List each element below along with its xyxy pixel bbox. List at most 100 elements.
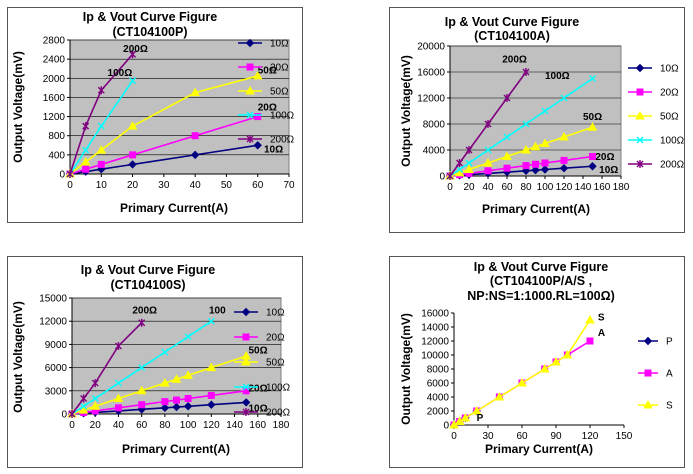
data-point (97, 165, 106, 174)
x-tick-label: 10 (96, 180, 108, 191)
data-point (207, 317, 215, 325)
data-point (114, 404, 122, 412)
x-tick-label: 0 (451, 431, 457, 442)
data-point (97, 122, 105, 130)
data-point (559, 163, 569, 173)
series-annotation: 50Ω (583, 112, 602, 123)
x-tick-label: 160 (249, 420, 266, 431)
data-point (540, 165, 550, 174)
y-tick-label: 0 (61, 410, 67, 421)
series-line (71, 390, 247, 415)
series-5 (68, 318, 146, 418)
series-annotation: 200Ω (123, 44, 148, 55)
data-point (68, 410, 76, 418)
x-tick-label: 80 (159, 420, 171, 431)
x-tick-label: 180 (273, 420, 290, 431)
legend-label: 20Ω (266, 333, 285, 344)
data-point (128, 160, 137, 169)
data-point (460, 412, 471, 422)
y-tick-label: 20000 (417, 42, 445, 53)
data-point (190, 150, 200, 160)
series-annotation: 10Ω (264, 144, 283, 155)
legend-label: 20Ω (270, 63, 289, 74)
legend-item: 50Ω (628, 110, 679, 123)
y-tick-label: 800 (48, 131, 65, 142)
legend-marker (643, 336, 653, 346)
legend-item: 200Ω (234, 408, 291, 419)
x-tick-label: 0 (447, 182, 453, 193)
x-tick-label: 140 (226, 420, 243, 431)
legend-item: 10Ω (238, 39, 289, 50)
data-point (190, 87, 201, 97)
y-tick-label: 12000 (39, 317, 67, 328)
series-line (69, 80, 134, 175)
data-point (91, 395, 99, 403)
data-point (252, 70, 263, 80)
y-axis-label: Output Voltage(mV) (399, 313, 413, 425)
legend-item: 20Ω (238, 63, 289, 74)
series-line (449, 165, 593, 177)
legend-item: 10Ω (628, 64, 679, 75)
series-annotation: 100 (209, 305, 226, 316)
series-3 (67, 350, 252, 418)
x-tick-label: 100 (537, 182, 554, 193)
x-tick-label: 60 (136, 420, 148, 431)
x-axis-label: Primary Current(A) (482, 202, 590, 216)
legend-marker (636, 136, 644, 144)
legend-label: P (666, 337, 673, 348)
data-point (540, 138, 550, 147)
y-tick-label: 12000 (421, 337, 449, 348)
x-tick-label: 20 (463, 182, 475, 193)
series-annotation: 20Ω (258, 102, 277, 113)
y-tick-label: 2000 (43, 74, 66, 85)
legend-item: 50Ω (238, 85, 289, 98)
legend-marker (636, 88, 644, 96)
legend-label: 100Ω (270, 111, 295, 122)
x-tick-label: 120 (556, 182, 573, 193)
plot-area (69, 39, 290, 175)
legend-marker (636, 160, 644, 168)
x-tick-label: 50 (221, 180, 233, 191)
x-tick-label: 30 (158, 180, 170, 191)
data-point (530, 141, 541, 151)
series-5 (446, 68, 530, 180)
series-line (449, 155, 593, 177)
series-annotation: 50Ω (258, 66, 277, 77)
y-tick-label: 8000 (427, 365, 450, 376)
data-point (80, 402, 88, 410)
series-annotation: 100Ω (108, 68, 133, 79)
data-point (446, 172, 454, 180)
data-point (66, 170, 74, 178)
legend-label: 100Ω (660, 136, 685, 147)
data-point (484, 167, 492, 175)
data-point (206, 362, 217, 372)
data-point (587, 122, 598, 131)
data-point (183, 402, 193, 411)
data-point (191, 132, 199, 140)
y-axis-label: Output Voltage(mV) (11, 301, 25, 413)
data-point (551, 356, 561, 366)
x-tick-label: 40 (113, 420, 125, 431)
x-tick-label: 120 (582, 431, 599, 442)
series-annotation: S (598, 313, 605, 324)
x-axis-label: Primary Current(A) (122, 442, 230, 456)
legend-marker (242, 408, 250, 416)
series-2 (68, 387, 250, 418)
data-point (136, 385, 147, 395)
y-axis-label: Output Voltage(mV) (399, 55, 413, 167)
data-point (160, 378, 170, 387)
series-3 (449, 314, 595, 429)
data-point (207, 391, 215, 399)
data-point (586, 337, 594, 345)
y-tick-label: 0 (443, 421, 449, 432)
data-point (184, 395, 192, 403)
chart-subtitle: (CT104100S) (110, 278, 185, 292)
data-point (91, 379, 99, 388)
chart-svg: Ip & Vout Curve Figure(CT104100P/A/S ,NP… (399, 260, 673, 456)
data-point (532, 160, 539, 168)
data-point (161, 348, 169, 356)
data-point (588, 162, 597, 171)
y-tick-label: 400 (48, 150, 65, 161)
legend: P A S (638, 337, 673, 412)
